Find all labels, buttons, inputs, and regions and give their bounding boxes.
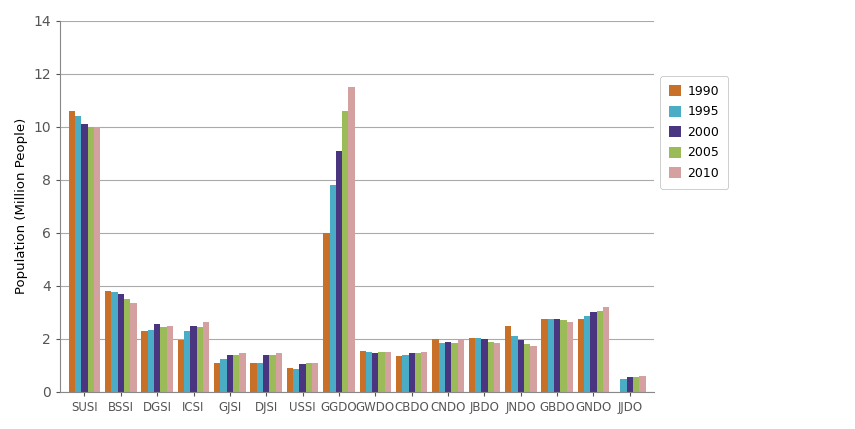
Bar [402,355,409,392]
Bar [105,291,111,392]
Bar [203,322,209,392]
Bar [548,319,554,392]
Bar [457,340,463,392]
Bar [148,329,154,392]
Bar [154,324,161,392]
Bar [475,338,481,392]
Bar [433,339,439,392]
Bar [191,326,197,392]
Bar [75,116,81,392]
Bar [141,331,148,392]
Bar [578,319,584,392]
Y-axis label: Population (Million People): Population (Million People) [15,118,28,294]
Bar [584,316,590,392]
Bar [567,322,573,392]
Bar [233,355,239,392]
Bar [111,293,118,392]
Bar [124,299,130,392]
Bar [451,343,457,392]
Bar [293,369,299,392]
Bar [640,376,646,392]
Bar [94,127,100,392]
Bar [87,127,94,392]
Bar [349,87,355,392]
Bar [329,185,336,392]
Bar [178,340,184,392]
Bar [511,336,517,392]
Bar [396,356,402,392]
Bar [227,355,233,392]
Bar [603,307,610,392]
Bar [81,124,87,392]
Bar [597,311,603,392]
Bar [409,353,415,392]
Bar [239,353,245,392]
Bar [439,343,445,392]
Bar [487,341,494,392]
Bar [517,340,524,392]
Bar [299,364,306,392]
Bar [541,319,548,392]
Bar [366,352,372,392]
Bar [161,327,167,392]
Bar [560,320,567,392]
Bar [221,359,227,392]
Bar [287,368,293,392]
Bar [263,355,269,392]
Bar [336,151,342,392]
Bar [415,353,422,392]
Legend: 1990, 1995, 2000, 2005, 2010: 1990, 1995, 2000, 2005, 2010 [660,76,728,189]
Bar [68,111,75,392]
Bar [524,344,530,392]
Bar [130,303,137,392]
Bar [342,111,349,392]
Bar [167,326,173,392]
Bar [251,363,256,392]
Bar [379,352,385,392]
Bar [445,341,451,392]
Bar [554,319,560,392]
Bar [275,353,282,392]
Bar [372,353,379,392]
Bar [530,345,537,392]
Bar [214,363,221,392]
Bar [481,339,487,392]
Bar [505,326,511,392]
Bar [269,355,275,392]
Bar [184,331,191,392]
Bar [633,378,640,392]
Bar [385,352,391,392]
Bar [306,363,312,392]
Bar [494,343,500,392]
Bar [256,363,263,392]
Bar [312,363,318,392]
Bar [197,327,203,392]
Bar [323,233,329,392]
Bar [590,312,597,392]
Bar [118,294,124,392]
Bar [360,351,366,392]
Bar [469,338,475,392]
Bar [422,352,428,392]
Bar [627,378,633,392]
Bar [621,379,627,392]
